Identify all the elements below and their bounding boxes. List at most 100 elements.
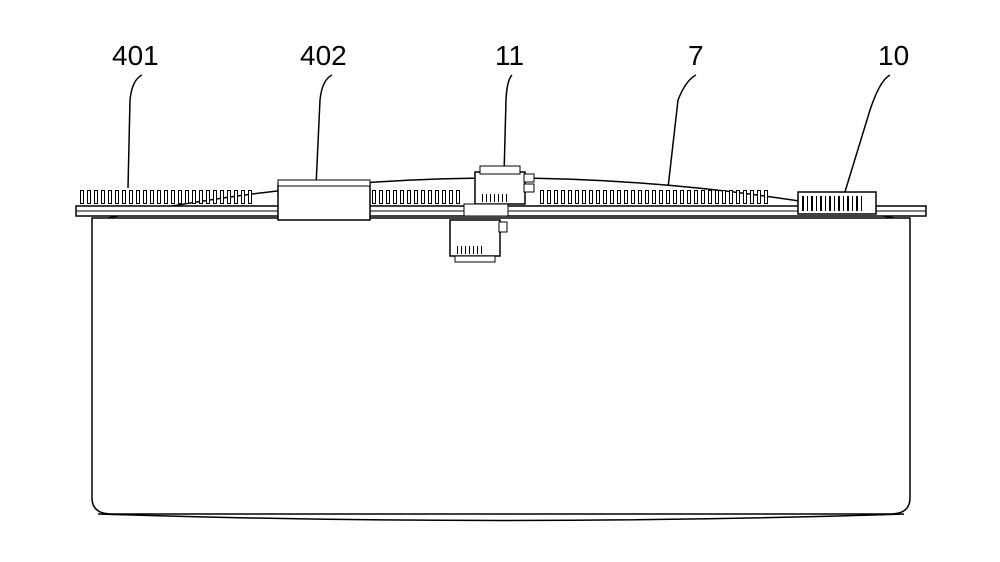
motor-vent-line <box>461 246 462 254</box>
rail-tooth <box>220 190 224 204</box>
rail-tooth <box>164 190 168 204</box>
hatch-line <box>820 196 822 211</box>
rail-tooth <box>108 190 112 204</box>
motor-top-lines <box>482 192 520 202</box>
rail-tooth <box>428 190 432 204</box>
rail-tooth <box>540 190 544 204</box>
rail-tooth <box>743 190 747 204</box>
rail-tooth <box>192 190 196 204</box>
rail-tooth <box>456 190 460 204</box>
motor-vent-line <box>481 246 482 254</box>
rail-tooth <box>143 190 147 204</box>
hatch-line <box>829 196 831 211</box>
rail-tooth <box>122 190 126 204</box>
rail-tooth <box>554 190 558 204</box>
label-401: 401 <box>112 40 159 72</box>
rail-tooth <box>386 190 390 204</box>
rail-tooth <box>414 190 418 204</box>
rail-tooth <box>213 190 217 204</box>
rail-tooth <box>736 190 740 204</box>
hatch-line <box>852 196 854 211</box>
hatch-line <box>802 196 804 211</box>
rail-tooth <box>680 190 684 204</box>
rail-tooth <box>757 190 761 204</box>
hatched-block-lines <box>802 196 872 211</box>
rail-tooth <box>178 190 182 204</box>
rail-tooth <box>708 190 712 204</box>
rail-tooth <box>666 190 670 204</box>
motor-vent-line <box>490 194 491 202</box>
motor-vent-line <box>506 194 507 202</box>
hatch-line <box>811 196 813 211</box>
rail-tooth <box>248 190 252 204</box>
motor-vent-line <box>502 194 503 202</box>
rail-tooth <box>575 190 579 204</box>
rail-teeth-segment-2 <box>372 190 460 204</box>
rail-tooth <box>673 190 677 204</box>
label-402: 402 <box>300 40 347 72</box>
hatch-line <box>843 196 845 211</box>
rail-tooth <box>234 190 238 204</box>
rail-tooth <box>379 190 383 204</box>
diagram-svg <box>20 20 980 542</box>
rail-tooth <box>624 190 628 204</box>
rail-tooth <box>610 190 614 204</box>
rail-tooth <box>206 190 210 204</box>
rail-tooth <box>449 190 453 204</box>
rail-tooth <box>652 190 656 204</box>
rail-tooth <box>645 190 649 204</box>
motor-vent-line <box>494 194 495 202</box>
hatch-line <box>834 196 836 211</box>
motor-vent-line <box>469 246 470 254</box>
rail-tooth <box>701 190 705 204</box>
hatch-line <box>807 196 809 211</box>
rail-tooth <box>129 190 133 204</box>
rail-tooth <box>157 190 161 204</box>
rail-teeth-segment-3 <box>540 190 768 204</box>
motor-vent-line <box>473 246 474 254</box>
motor-vent-line <box>498 194 499 202</box>
rail-tooth <box>80 190 84 204</box>
technical-diagram: 401 402 11 7 10 <box>20 20 980 542</box>
motor-vent-line <box>465 246 466 254</box>
rail-tooth <box>442 190 446 204</box>
rail-tooth <box>199 190 203 204</box>
rail-tooth <box>87 190 91 204</box>
rail-tooth <box>561 190 565 204</box>
label-11: 11 <box>495 40 524 72</box>
motor-vent-line <box>457 246 458 254</box>
rail-tooth <box>596 190 600 204</box>
rail-tooth <box>603 190 607 204</box>
rail-tooth <box>547 190 551 204</box>
rail-tooth <box>241 190 245 204</box>
rail-tooth <box>589 190 593 204</box>
rail-tooth <box>393 190 397 204</box>
rail-tooth <box>171 190 175 204</box>
rail-tooth <box>750 190 754 204</box>
label-7: 7 <box>688 40 704 72</box>
rail-tooth <box>638 190 642 204</box>
rail-tooth <box>150 190 154 204</box>
motor-vent-line <box>477 246 478 254</box>
rail-teeth-segment-1 <box>80 190 252 204</box>
motor-bottom-lines <box>457 244 495 254</box>
rail-tooth <box>94 190 98 204</box>
rail-tooth <box>687 190 691 204</box>
rail-tooth <box>400 190 404 204</box>
rail-tooth <box>372 190 376 204</box>
motor-vent-line <box>486 194 487 202</box>
rail-tooth <box>715 190 719 204</box>
hatch-line <box>816 196 818 211</box>
motor-vent-line <box>482 194 483 202</box>
rail-tooth <box>115 190 119 204</box>
rail-tooth <box>568 190 572 204</box>
hatch-line <box>847 196 849 211</box>
rail-tooth <box>764 190 768 204</box>
rail-tooth <box>582 190 586 204</box>
label-10: 10 <box>878 40 909 72</box>
rail-tooth <box>185 190 189 204</box>
rail-tooth <box>729 190 733 204</box>
rail-tooth <box>101 190 105 204</box>
rail-tooth <box>136 190 140 204</box>
rail-tooth <box>631 190 635 204</box>
